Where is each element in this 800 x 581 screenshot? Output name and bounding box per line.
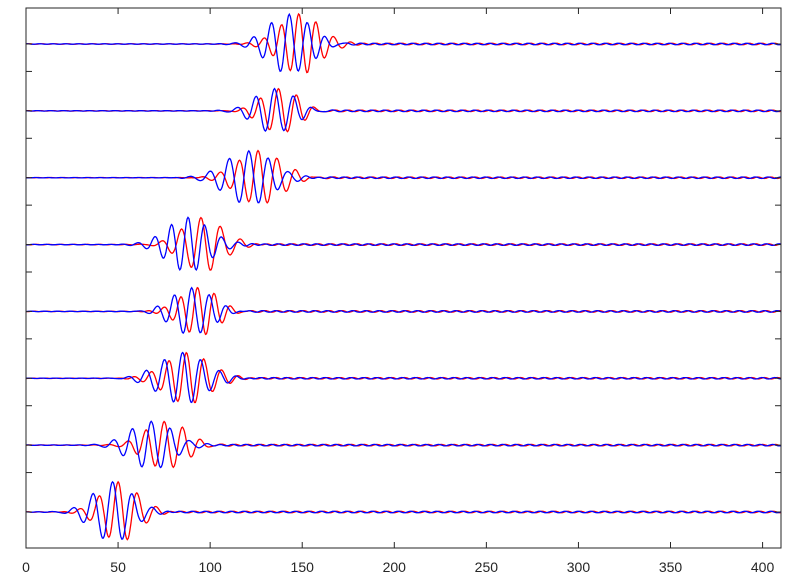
blue-trace-8 — [25, 480, 782, 540]
x-tick-label: 150 — [291, 559, 315, 575]
x-tick-label: 200 — [383, 559, 407, 575]
blue-trace-3 — [25, 149, 781, 204]
trace-layer — [25, 12, 782, 541]
x-tick-label: 350 — [659, 559, 683, 575]
x-tick-label: 250 — [475, 559, 499, 575]
x-tick-label: 50 — [110, 559, 126, 575]
blue-trace-4 — [26, 216, 782, 272]
axes-frame — [25, 7, 782, 549]
red-trace-3 — [25, 149, 782, 204]
blue-trace-1 — [26, 12, 782, 73]
blue-trace-7 — [25, 420, 782, 469]
axis-ticks: 0 50 100 150 200 250 300 350 400 — [22, 8, 781, 575]
red-trace-7 — [25, 420, 782, 469]
blue-trace-6 — [25, 351, 782, 404]
blue-trace-5 — [25, 286, 782, 334]
x-tick-label: 0 — [22, 559, 30, 575]
red-trace-4 — [25, 216, 782, 271]
blue-trace-2 — [25, 87, 782, 132]
x-tick-label: 300 — [567, 559, 591, 575]
x-tick-label: 400 — [751, 559, 775, 575]
x-tick-label: 100 — [198, 559, 222, 575]
